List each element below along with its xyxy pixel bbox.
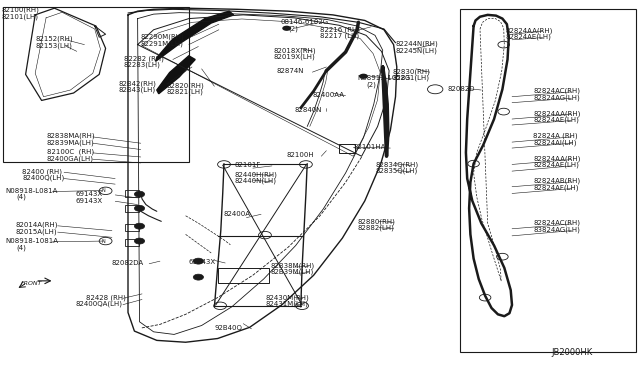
Text: 82216 (RH): 82216 (RH) bbox=[320, 26, 360, 33]
Text: 82400AA: 82400AA bbox=[312, 92, 344, 98]
Text: 82824AI(LH): 82824AI(LH) bbox=[533, 139, 577, 146]
Text: 82B43(LH): 82B43(LH) bbox=[118, 87, 156, 93]
Text: 82821(LH): 82821(LH) bbox=[166, 89, 204, 95]
Text: 82283(LH): 82283(LH) bbox=[124, 62, 161, 68]
Circle shape bbox=[134, 238, 145, 244]
Text: 82882(LH): 82882(LH) bbox=[358, 225, 395, 231]
Text: 69143X: 69143X bbox=[189, 259, 216, 265]
Text: 82824AE(LH): 82824AE(LH) bbox=[533, 116, 579, 123]
Circle shape bbox=[134, 205, 145, 211]
Text: 82824AA(RH): 82824AA(RH) bbox=[533, 110, 580, 117]
Polygon shape bbox=[156, 11, 234, 61]
Text: N08918-L081A: N08918-L081A bbox=[5, 188, 58, 194]
Text: (4): (4) bbox=[16, 194, 26, 201]
Text: 82431M(LH): 82431M(LH) bbox=[266, 301, 308, 307]
Text: 08146-6102G: 08146-6102G bbox=[280, 19, 328, 25]
Bar bbox=[3, 7, 189, 162]
Text: 82440H(RH): 82440H(RH) bbox=[235, 171, 278, 178]
Text: 82244N(RH): 82244N(RH) bbox=[396, 41, 438, 47]
Text: 82101HA: 82101HA bbox=[354, 144, 387, 150]
Circle shape bbox=[134, 223, 145, 229]
Text: 82014A(RH): 82014A(RH) bbox=[16, 222, 58, 228]
Text: 82839MA(LH): 82839MA(LH) bbox=[47, 139, 95, 146]
Text: (2): (2) bbox=[288, 25, 298, 32]
Circle shape bbox=[359, 74, 368, 79]
Text: 82082DA: 82082DA bbox=[112, 260, 144, 266]
Text: 82290M(RH): 82290M(RH) bbox=[141, 34, 184, 41]
Text: N08918-1081A: N08918-1081A bbox=[5, 238, 58, 244]
Text: 82430M(RH): 82430M(RH) bbox=[266, 294, 309, 301]
Bar bbox=[125, 224, 139, 231]
Text: 82834Q(RH): 82834Q(RH) bbox=[375, 161, 418, 168]
Text: 82824AF(LH): 82824AF(LH) bbox=[533, 185, 579, 191]
Text: 82824AB(RH): 82824AB(RH) bbox=[533, 178, 580, 185]
Text: 82824AA(RH): 82824AA(RH) bbox=[506, 27, 553, 34]
Text: JB2000HK: JB2000HK bbox=[552, 348, 593, 357]
Text: 82101F: 82101F bbox=[235, 162, 261, 168]
Text: 82400 (RH): 82400 (RH) bbox=[22, 168, 63, 175]
Text: 82B38M(RH): 82B38M(RH) bbox=[271, 262, 315, 269]
Polygon shape bbox=[157, 56, 195, 94]
Bar bbox=[125, 239, 139, 246]
Text: 82831(LH): 82831(LH) bbox=[392, 75, 429, 81]
Text: 82400QA(LH): 82400QA(LH) bbox=[76, 301, 122, 307]
Text: (2): (2) bbox=[366, 81, 376, 88]
Text: 82B42(RH): 82B42(RH) bbox=[118, 80, 156, 87]
Bar bbox=[460, 9, 636, 352]
Text: 82100(RH): 82100(RH) bbox=[2, 6, 40, 13]
Bar bbox=[125, 205, 139, 212]
Text: 82824A (RH): 82824A (RH) bbox=[533, 133, 578, 140]
Text: 82291M(LH): 82291M(LH) bbox=[141, 41, 184, 47]
Text: 82100C  (RH): 82100C (RH) bbox=[47, 149, 94, 155]
Text: 82824AG(LH): 82824AG(LH) bbox=[533, 94, 580, 101]
Circle shape bbox=[193, 258, 204, 264]
Text: 82101(LH): 82101(LH) bbox=[2, 13, 39, 20]
Text: 82B39M(LH): 82B39M(LH) bbox=[271, 269, 314, 275]
Text: 82400GA(LH): 82400GA(LH) bbox=[47, 155, 93, 162]
Text: N08911-1052G: N08911-1052G bbox=[357, 75, 410, 81]
Text: 69143X: 69143X bbox=[76, 198, 102, 203]
Text: 82428 (RH): 82428 (RH) bbox=[86, 294, 126, 301]
Text: 82874N: 82874N bbox=[276, 68, 304, 74]
Text: 82824AC(RH): 82824AC(RH) bbox=[533, 88, 580, 94]
Text: 82015A(LH): 82015A(LH) bbox=[16, 228, 58, 235]
Circle shape bbox=[134, 191, 145, 197]
Text: (4): (4) bbox=[16, 244, 26, 251]
Text: 82824AA(RH): 82824AA(RH) bbox=[533, 155, 580, 162]
Text: 82824AE(LH): 82824AE(LH) bbox=[533, 162, 579, 169]
Text: 82840N: 82840N bbox=[294, 108, 322, 113]
Bar bbox=[339, 144, 355, 153]
Text: 82820(RH): 82820(RH) bbox=[166, 82, 204, 89]
Text: 82880(RH): 82880(RH) bbox=[358, 218, 396, 225]
Text: 82400A: 82400A bbox=[224, 211, 251, 217]
Text: 82440N(LH): 82440N(LH) bbox=[235, 178, 277, 185]
Text: 69143X: 69143X bbox=[76, 191, 102, 197]
Text: 82217 (LH): 82217 (LH) bbox=[320, 33, 359, 39]
Text: 82830(RH): 82830(RH) bbox=[392, 68, 430, 75]
Text: N: N bbox=[101, 238, 105, 244]
Circle shape bbox=[282, 26, 291, 31]
Text: 82245N(LH): 82245N(LH) bbox=[396, 47, 437, 54]
Text: 82152(RH): 82152(RH) bbox=[35, 36, 73, 42]
Text: 82838MA(RH): 82838MA(RH) bbox=[47, 133, 95, 140]
Text: 82400Q(LH): 82400Q(LH) bbox=[22, 174, 65, 181]
Text: 82835Q(LH): 82835Q(LH) bbox=[375, 168, 417, 174]
Text: 82153(LH): 82153(LH) bbox=[35, 42, 72, 49]
Text: 82018X(RH): 82018X(RH) bbox=[274, 47, 317, 54]
Text: 83824AG(LH): 83824AG(LH) bbox=[533, 227, 580, 233]
Text: 82019X(LH): 82019X(LH) bbox=[274, 54, 316, 60]
Text: 82282 (RH): 82282 (RH) bbox=[124, 55, 163, 62]
Text: 92B40Q: 92B40Q bbox=[214, 325, 243, 331]
Circle shape bbox=[193, 274, 204, 280]
Text: N: N bbox=[101, 188, 105, 193]
Text: FRONT: FRONT bbox=[20, 280, 42, 286]
Text: 82082D: 82082D bbox=[448, 86, 476, 92]
Text: 82824AC(RH): 82824AC(RH) bbox=[533, 220, 580, 227]
Bar bbox=[125, 190, 139, 197]
Bar bbox=[218, 268, 269, 283]
Text: 82824AE(LH): 82824AE(LH) bbox=[506, 33, 552, 40]
Text: 82100H: 82100H bbox=[286, 153, 314, 158]
